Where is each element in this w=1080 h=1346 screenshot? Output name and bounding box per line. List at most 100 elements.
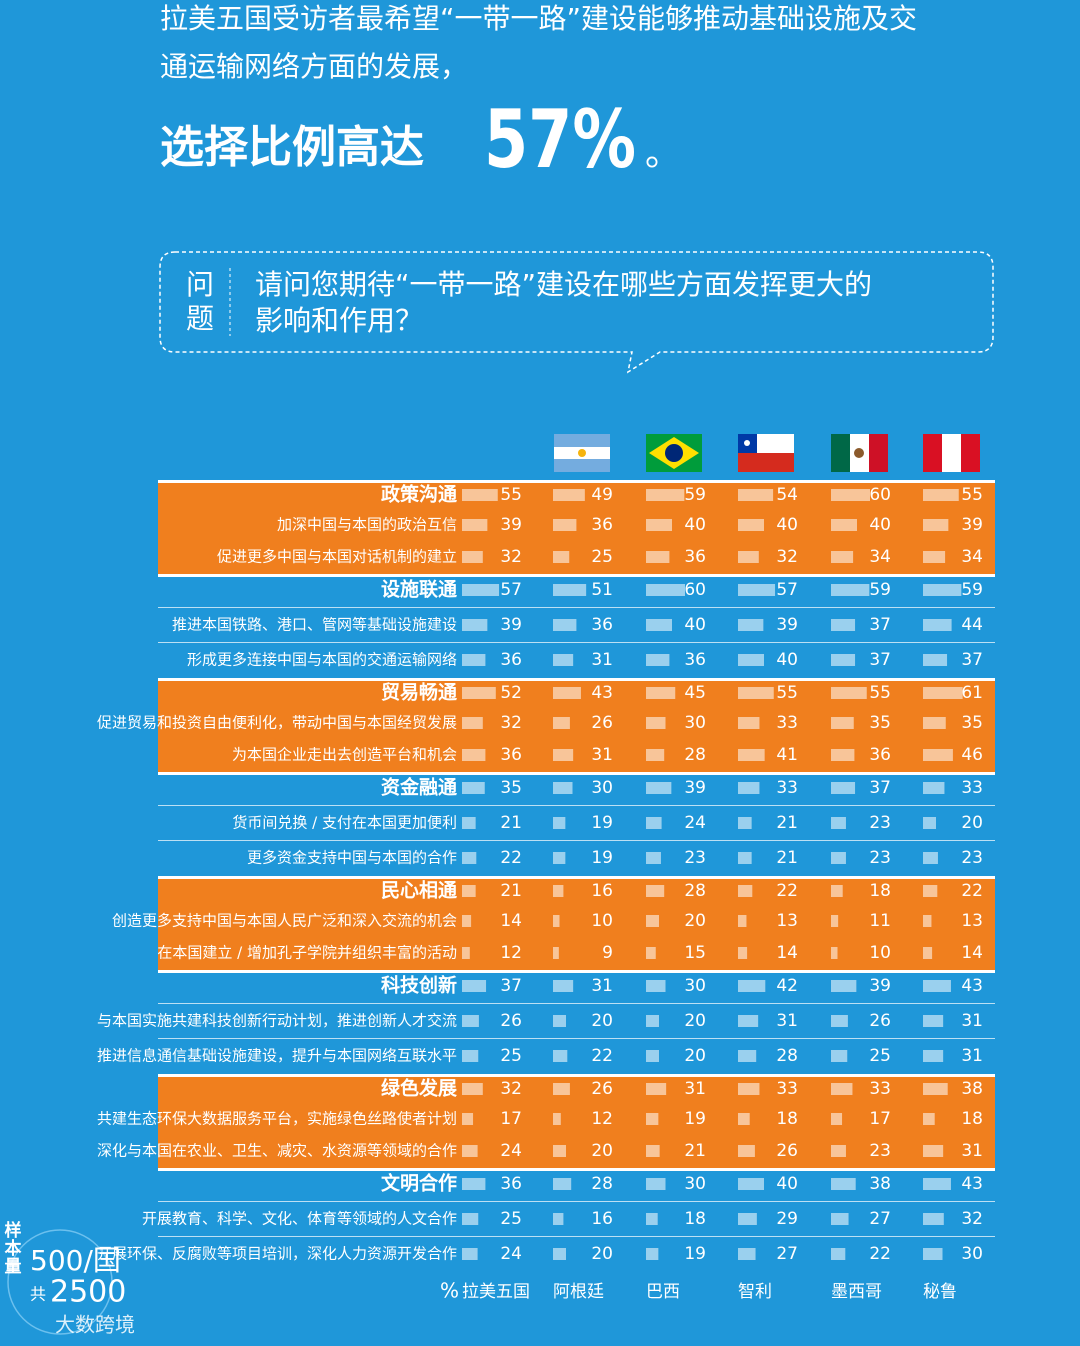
value-label: 52 — [500, 683, 522, 703]
bar — [462, 852, 477, 864]
bar — [553, 584, 587, 596]
bar — [738, 980, 766, 992]
bar — [923, 654, 948, 666]
item-label: 促进更多中国与本国对话机制的建立 — [217, 548, 457, 566]
group-rule — [158, 1074, 995, 1077]
value-label: 30 — [684, 713, 706, 733]
question-line: 影响和作用？ — [255, 304, 423, 337]
column-label: 巴西 — [646, 1282, 680, 1302]
value-label: 22 — [591, 1046, 613, 1066]
bar — [923, 852, 938, 864]
value-label: 30 — [684, 1174, 706, 1194]
bar — [923, 717, 946, 729]
bar — [553, 980, 574, 992]
value-label: 57 — [500, 580, 522, 600]
bar — [553, 915, 560, 927]
value-label: 49 — [591, 485, 613, 505]
bar — [923, 1178, 951, 1190]
value-label: 19 — [684, 1244, 706, 1264]
bar — [831, 1113, 843, 1125]
value-label: 16 — [591, 1209, 613, 1229]
value-label: 26 — [591, 713, 613, 733]
bar — [738, 1248, 756, 1260]
value-label: 59 — [684, 485, 706, 505]
watermark: 大数跨境 — [55, 1313, 135, 1337]
bar — [923, 885, 938, 897]
bar — [646, 1050, 659, 1062]
bar — [553, 687, 581, 699]
column-label: 秘鲁 — [923, 1282, 957, 1302]
bar — [831, 654, 856, 666]
bar — [646, 619, 672, 631]
bar — [831, 584, 870, 596]
bar — [553, 519, 577, 531]
bar — [738, 1113, 750, 1125]
sample-per: 500/国 — [30, 1244, 121, 1277]
bar — [462, 817, 476, 829]
bar — [462, 1145, 478, 1157]
value-label: 26 — [500, 1011, 522, 1031]
bar — [553, 489, 585, 501]
bar — [831, 1015, 848, 1027]
bar — [923, 1015, 944, 1027]
value-label: 13 — [776, 911, 798, 931]
bar — [646, 1178, 666, 1190]
bar — [738, 1015, 759, 1027]
value-label: 9 — [602, 943, 613, 963]
value-label: 25 — [500, 1046, 522, 1066]
value-label: 21 — [500, 813, 522, 833]
value-label: 20 — [684, 1046, 706, 1066]
value-label: 30 — [591, 778, 613, 798]
bar — [646, 915, 659, 927]
bar — [462, 717, 483, 729]
bar — [923, 1213, 944, 1225]
value-label: 24 — [684, 813, 706, 833]
bar — [738, 654, 764, 666]
group-rule — [158, 678, 995, 681]
bar — [553, 782, 573, 794]
value-label: 28 — [591, 1174, 613, 1194]
value-label: 29 — [776, 1209, 798, 1229]
item-label: 创造更多支持中国与本国人民广泛和深入交流的机会 — [112, 912, 457, 930]
sample-total: 2500 — [50, 1275, 126, 1310]
value-label: 11 — [869, 911, 891, 931]
value-label: 37 — [869, 615, 891, 635]
bar — [646, 1213, 658, 1225]
value-label: 14 — [961, 943, 983, 963]
bar — [831, 489, 870, 501]
value-label: 12 — [591, 1109, 613, 1129]
value-label: 40 — [684, 615, 706, 635]
flag-chile — [738, 434, 794, 472]
value-label: 32 — [776, 547, 798, 567]
bar — [831, 687, 867, 699]
value-label: 31 — [961, 1141, 983, 1161]
value-label: 43 — [961, 976, 983, 996]
value-label: 40 — [776, 1174, 798, 1194]
bar — [923, 551, 946, 563]
value-label: 20 — [591, 1244, 613, 1264]
group-rule — [158, 876, 995, 879]
bar — [831, 519, 857, 531]
value-label: 23 — [961, 848, 983, 868]
group-name: 设施联通 — [381, 578, 458, 601]
bar — [738, 1145, 755, 1157]
value-label: 31 — [591, 745, 613, 765]
group-name: 文明合作 — [381, 1172, 457, 1195]
value-label: 31 — [684, 1079, 706, 1099]
value-label: 60 — [869, 485, 891, 505]
bar — [553, 1178, 572, 1190]
bar — [462, 489, 498, 501]
bar — [553, 619, 577, 631]
value-label: 40 — [684, 515, 706, 535]
bar — [462, 885, 476, 897]
value-label: 19 — [684, 1109, 706, 1129]
value-label: 38 — [869, 1174, 891, 1194]
value-label: 18 — [684, 1209, 706, 1229]
bar — [553, 551, 570, 563]
bar — [831, 817, 846, 829]
value-label: 19 — [591, 813, 613, 833]
bar — [553, 1083, 570, 1095]
bar — [738, 687, 774, 699]
group-name: 政策沟通 — [381, 483, 458, 506]
value-label: 27 — [869, 1209, 891, 1229]
